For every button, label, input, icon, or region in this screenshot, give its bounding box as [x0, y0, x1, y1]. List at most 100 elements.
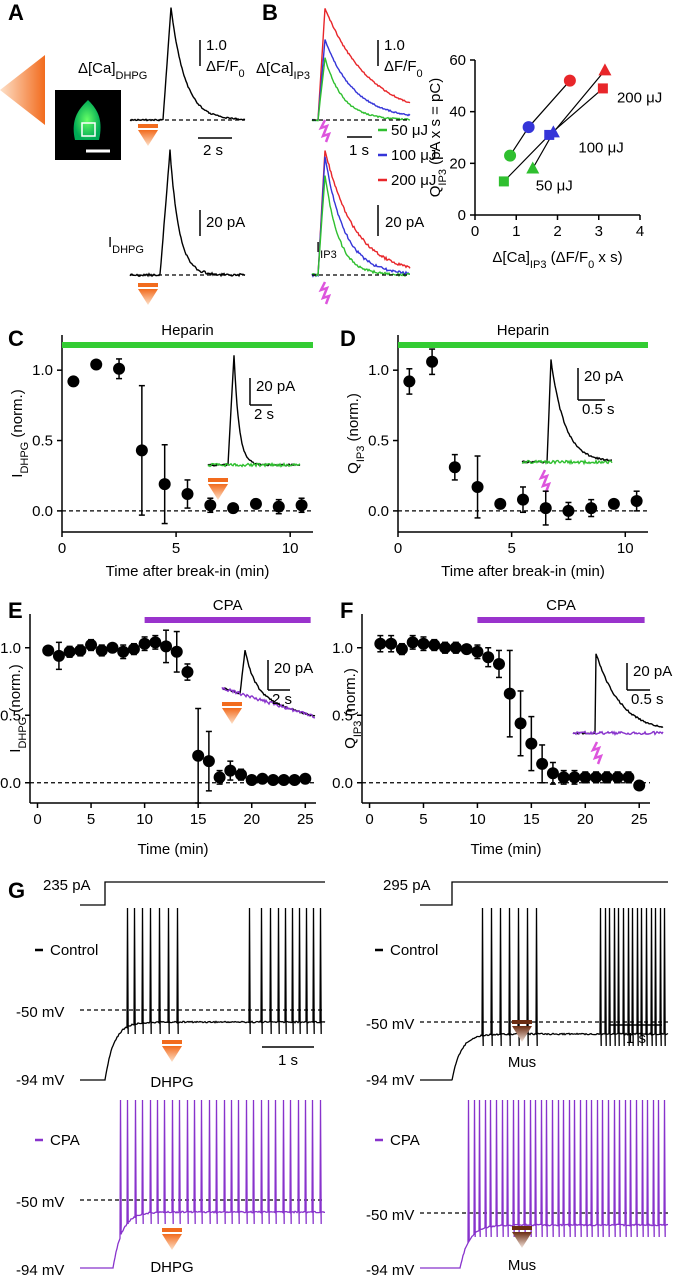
- point: [563, 74, 576, 87]
- label-part: ΔF/F: [384, 58, 417, 75]
- point: [106, 641, 119, 654]
- point: [403, 375, 416, 388]
- trace: [572, 730, 664, 737]
- label: Control: [390, 942, 438, 959]
- trace: [311, 150, 411, 277]
- point: [522, 121, 535, 134]
- current-step: [80, 881, 325, 906]
- point: [249, 497, 262, 510]
- point: [557, 771, 570, 784]
- label: IDHPG: [108, 234, 144, 256]
- treatment-label: CPA: [546, 597, 576, 614]
- label-part: I: [7, 749, 24, 753]
- y-tick-label: 0.5: [32, 433, 53, 450]
- point: [277, 774, 290, 787]
- x-tick-label: 4: [636, 223, 644, 240]
- label: -50 mV: [366, 1016, 414, 1033]
- trace: [311, 156, 410, 278]
- label: DHPG: [150, 1074, 193, 1091]
- label: -50 mV: [16, 1004, 64, 1021]
- label-part: 0: [417, 68, 423, 80]
- label: -50 mV: [16, 1194, 64, 1211]
- point: [95, 644, 108, 657]
- label: 100 μJ: [391, 147, 436, 164]
- point: [449, 641, 462, 654]
- trace: [312, 8, 411, 121]
- label-part: IP3: [352, 721, 364, 738]
- x-tick-label: 20: [577, 811, 594, 828]
- label-part: Q: [427, 186, 444, 198]
- point: [127, 643, 140, 656]
- label-part: x s): [594, 249, 622, 266]
- point: [598, 63, 612, 76]
- x-tick-label: 5: [172, 540, 180, 557]
- y-tick-label: 1.0: [0, 640, 21, 657]
- series-label: 50 μJ: [536, 178, 573, 195]
- label-part: (ΔF/F: [546, 249, 588, 266]
- label-part: Δ[Ca]: [78, 60, 116, 77]
- y-tick-label: 1.0: [368, 362, 389, 379]
- point: [204, 499, 217, 512]
- label: -94 mV: [16, 1262, 64, 1279]
- current-step: [420, 881, 668, 906]
- point: [406, 636, 419, 649]
- point: [494, 497, 507, 510]
- point: [439, 641, 452, 654]
- x-axis-title: Time after break-in (min): [441, 563, 605, 580]
- stimulus-bar: [208, 478, 228, 482]
- label: -94 mV: [366, 1072, 414, 1089]
- voltage-trace: [420, 907, 669, 1081]
- point: [539, 502, 552, 515]
- point: [181, 488, 194, 501]
- y-tick-label: 0.0: [32, 503, 53, 520]
- treatment-label: CPA: [213, 597, 243, 614]
- point: [492, 657, 505, 670]
- point: [597, 83, 608, 94]
- label: 2 s: [254, 406, 274, 423]
- panel-label: G: [8, 878, 25, 903]
- point: [395, 643, 408, 656]
- label: IDHPG (norm.): [9, 389, 31, 477]
- point: [181, 666, 194, 679]
- point: [138, 637, 151, 650]
- flash: [538, 469, 552, 493]
- point: [158, 478, 171, 491]
- point: [426, 355, 439, 368]
- label: 20 pA: [256, 378, 295, 395]
- y-tick-label: 0.0: [332, 775, 353, 792]
- point: [562, 504, 575, 517]
- stimulus-bar: [138, 124, 158, 128]
- light-cone: [0, 55, 45, 125]
- trace: [521, 458, 613, 466]
- cell: [73, 100, 101, 140]
- point: [192, 749, 205, 762]
- label-part: ΔF/F: [206, 58, 239, 75]
- point: [63, 645, 76, 658]
- panel-label: C: [8, 326, 24, 351]
- x-tick-label: 3: [595, 223, 603, 240]
- label: -50 mV: [366, 1207, 414, 1224]
- point: [374, 637, 387, 650]
- label: IIP3: [316, 239, 337, 261]
- y-tick-label: 0: [458, 207, 466, 224]
- stimulus: [208, 484, 228, 500]
- label: 0.5 s: [631, 691, 664, 708]
- point: [585, 502, 598, 515]
- label-part: DHPG: [19, 442, 31, 474]
- x-axis-title: Time (min): [137, 841, 208, 858]
- point: [503, 687, 516, 700]
- point: [213, 771, 226, 784]
- label: 0.5 s: [582, 401, 615, 418]
- label-part: IP3: [294, 70, 311, 82]
- label-part: (norm.): [9, 389, 26, 442]
- label: QIP3 (norm.): [342, 668, 364, 749]
- point: [117, 645, 130, 658]
- panel-label: D: [340, 326, 356, 351]
- stimulus: [138, 289, 158, 305]
- point: [526, 161, 540, 174]
- label: 200 μJ: [391, 172, 436, 189]
- point: [579, 771, 592, 784]
- point: [170, 645, 183, 658]
- point: [245, 774, 258, 787]
- label: 235 pA: [43, 877, 91, 894]
